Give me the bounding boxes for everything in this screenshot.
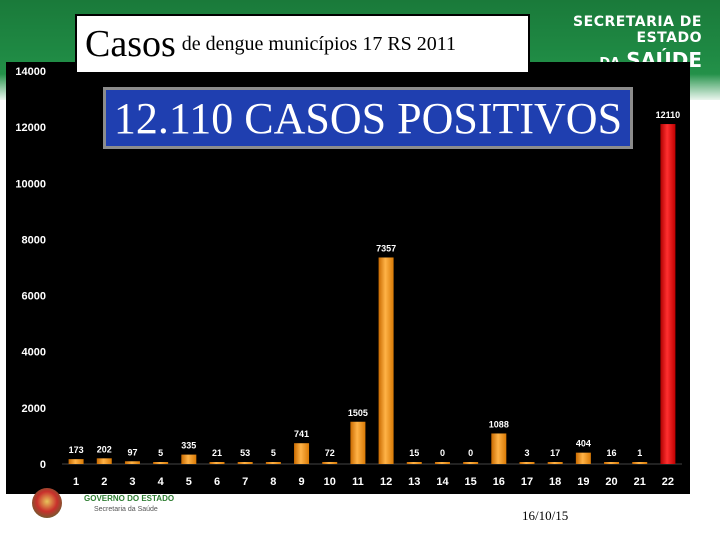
data-label: 404 <box>576 439 591 449</box>
bar <box>575 452 591 464</box>
bar <box>519 462 535 464</box>
data-label: 12110 <box>656 110 681 120</box>
bar <box>322 461 338 464</box>
bar <box>463 462 479 464</box>
x-tick-label: 17 <box>521 476 533 488</box>
bar <box>350 421 366 464</box>
y-tick-label: 4000 <box>22 347 46 359</box>
bar <box>124 461 140 464</box>
data-label: 5 <box>271 448 276 458</box>
bar <box>632 462 648 464</box>
data-label: 15 <box>409 448 419 458</box>
data-label: 202 <box>97 444 112 454</box>
x-tick-label: 7 <box>242 476 248 488</box>
data-label: 1 <box>637 448 642 458</box>
x-tick-label: 13 <box>408 476 420 488</box>
x-tick-label: 5 <box>186 476 192 488</box>
data-label: 72 <box>325 448 335 458</box>
x-tick-label: 4 <box>158 476 165 488</box>
x-tick-label: 20 <box>605 476 617 488</box>
slide-date: 16/10/15 <box>522 508 569 523</box>
y-tick-label: 2000 <box>22 403 46 415</box>
footer-sec-text: Secretaria da Saúde <box>94 506 158 513</box>
data-label: 21 <box>212 448 222 458</box>
x-tick-label: 9 <box>298 476 304 488</box>
bar <box>406 462 422 464</box>
bar <box>68 459 84 464</box>
x-tick-label: 14 <box>436 476 449 488</box>
data-label: 7357 <box>376 243 396 253</box>
x-tick-label: 21 <box>634 476 646 488</box>
x-tick-label: 10 <box>324 476 336 488</box>
y-tick-label: 10000 <box>15 178 46 190</box>
x-tick-label: 12 <box>380 476 392 488</box>
bar <box>209 462 225 464</box>
state-seal-icon <box>32 488 62 518</box>
bar <box>491 433 507 464</box>
data-label: 5 <box>158 448 163 458</box>
y-tick-label: 8000 <box>22 234 46 246</box>
title-sub: de dengue municípios 17 RS 2011 <box>181 32 457 55</box>
bar <box>660 124 676 465</box>
x-tick-label: 1 <box>73 476 79 488</box>
x-tick-label: 18 <box>549 476 561 488</box>
y-tick-label: 12000 <box>15 122 46 134</box>
data-label: 97 <box>127 447 137 457</box>
bar <box>265 462 281 464</box>
title-main: Casos <box>85 23 176 65</box>
y-tick-label: 14000 <box>15 66 46 78</box>
data-label: 53 <box>240 448 250 458</box>
x-tick-label: 8 <box>270 476 276 488</box>
brand-line1: SECRETARIA DE ESTADO <box>573 14 702 46</box>
x-tick-label: 16 <box>493 476 505 488</box>
positives-callout: 12.110 CASOS POSITIVOS <box>103 87 633 149</box>
bar-chart: 0200040006000800010000120001400017312022… <box>15 66 682 488</box>
data-label: 173 <box>69 445 84 455</box>
x-tick-label: 2 <box>101 476 107 488</box>
data-label: 335 <box>181 441 196 451</box>
x-tick-label: 22 <box>662 476 674 488</box>
bar <box>96 458 112 464</box>
data-label: 16 <box>607 448 617 458</box>
data-label: 3 <box>524 448 529 458</box>
data-label: 0 <box>468 448 473 458</box>
data-label: 741 <box>294 429 309 439</box>
page-title: Casos de dengue municípios 17 RS 2011 <box>75 14 530 74</box>
footer-gov-text: GOVERNO DO ESTADO <box>84 494 175 503</box>
data-label: 1088 <box>489 419 509 429</box>
x-tick-label: 3 <box>129 476 135 488</box>
y-tick-label: 6000 <box>22 291 46 303</box>
bar <box>378 257 394 464</box>
bar <box>153 462 169 464</box>
bar <box>547 462 563 464</box>
bar <box>181 454 197 464</box>
y-tick-label: 0 <box>40 459 46 471</box>
bar <box>294 443 310 464</box>
x-tick-label: 11 <box>352 476 364 488</box>
bar <box>237 462 253 464</box>
positives-text: 12.110 CASOS POSITIVOS <box>113 93 623 143</box>
data-label: 0 <box>440 448 445 458</box>
x-tick-label: 19 <box>577 476 589 488</box>
data-label: 17 <box>550 448 560 458</box>
x-tick-label: 6 <box>214 476 220 488</box>
x-tick-label: 15 <box>465 476 477 488</box>
data-label: 1505 <box>348 408 368 418</box>
bar <box>434 462 450 464</box>
footer-logo: GOVERNO DO ESTADO Secretaria da Saúde <box>26 488 186 522</box>
bar <box>604 462 620 464</box>
